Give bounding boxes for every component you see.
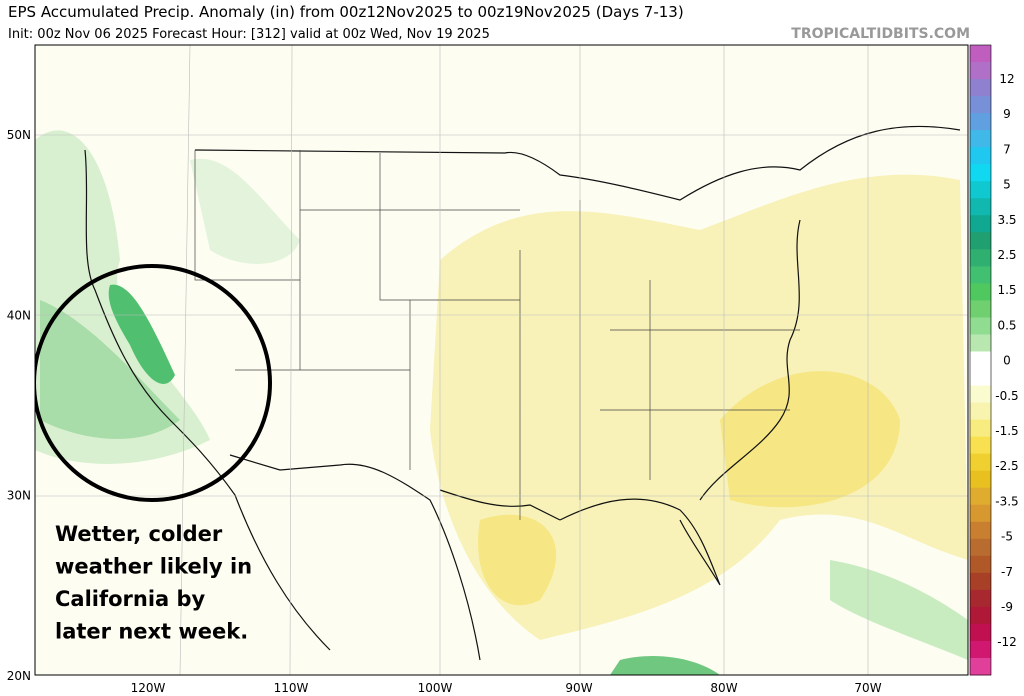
colorbar-swatch <box>970 351 991 370</box>
colorbar-swatch <box>970 249 991 267</box>
title: EPS Accumulated Precip. Anomaly (in) fro… <box>8 3 684 21</box>
annotation-line: weather likely in <box>55 555 252 579</box>
colorbar-swatch <box>970 283 991 301</box>
colorbar-label: 2.5 <box>997 248 1016 262</box>
colorbar-label: -1.5 <box>995 424 1018 438</box>
colorbar-swatch <box>970 453 991 472</box>
colorbar-swatch <box>970 62 991 80</box>
colorbar-swatch <box>970 198 991 216</box>
colorbar-swatch <box>970 538 991 557</box>
colorbar-label: 7 <box>1003 142 1011 156</box>
colorbar-frame <box>969 44 992 676</box>
map <box>35 45 968 675</box>
colorbar-label: 12 <box>999 72 1014 86</box>
colorbar-label: -9 <box>1001 600 1013 614</box>
colorbar-label: 1.5 <box>997 283 1016 297</box>
lat-label: 30N <box>7 489 31 503</box>
annotation-line: California by <box>55 587 206 611</box>
colorbar-swatch <box>970 623 991 642</box>
colorbar-swatch <box>970 181 991 199</box>
colorbar-label: -5 <box>1001 530 1013 544</box>
lon-label: 70W <box>854 681 881 695</box>
colorbar-swatch <box>970 470 991 489</box>
lon-label: 110W <box>274 681 309 695</box>
colorbar-swatch <box>970 113 991 131</box>
colorbar-swatch <box>970 419 991 438</box>
colorbar-swatch <box>970 232 991 250</box>
colorbar-swatch <box>970 334 991 352</box>
colorbar-swatch <box>970 385 991 404</box>
annotation-line: later next week. <box>55 620 248 644</box>
colorbar-swatch <box>970 130 991 148</box>
colorbar-swatch <box>970 606 991 625</box>
colorbar-swatch <box>970 300 991 318</box>
colorbar-swatch <box>970 79 991 97</box>
colorbar-swatch <box>970 436 991 455</box>
lat-label: 20N <box>7 669 31 683</box>
colorbar-swatch <box>970 487 991 506</box>
colorbar-label: 9 <box>1003 107 1011 121</box>
colorbar-label: -2.5 <box>995 459 1018 473</box>
lon-label: 120W <box>131 681 166 695</box>
colorbar-label: -7 <box>1001 565 1013 579</box>
lat-label: 50N <box>7 128 31 142</box>
colorbar-swatch <box>970 147 991 165</box>
colorbar-swatch <box>970 640 991 659</box>
lon-label: 90W <box>565 681 592 695</box>
map-frame <box>34 44 969 676</box>
colorbar-swatch <box>970 164 991 182</box>
annotation-line: Wetter, colder <box>55 522 223 546</box>
colorbar-swatch <box>970 368 991 387</box>
subtitle: Init: 00z Nov 06 2025 Forecast Hour: [31… <box>8 27 490 42</box>
colorbar-label: 5 <box>1003 178 1011 192</box>
axis-labels: 50N 40N 30N 20N 120W 110W 100W 90W 80W 70W <box>7 128 882 695</box>
colorbar-swatch <box>970 215 991 233</box>
colorbar-label: 0 <box>1003 354 1011 368</box>
colorbar-swatch <box>970 266 991 284</box>
colorbar-swatch <box>970 504 991 523</box>
colorbar-swatch <box>970 555 991 574</box>
colorbar-swatch <box>970 402 991 421</box>
lat-label: 40N <box>7 308 31 322</box>
annotation: Wetter, colder weather likely in Californi… <box>55 522 252 644</box>
lon-label: 80W <box>710 681 737 695</box>
colorbar-label: 0.5 <box>997 318 1016 332</box>
colorbar-label: 3.5 <box>997 213 1016 227</box>
colorbar-swatch <box>970 572 991 591</box>
colorbar-swatch <box>970 96 991 114</box>
site: TROPICALTIDBITS.COM <box>791 26 970 42</box>
colorbar-swatch <box>970 657 991 676</box>
colorbar-swatch <box>970 45 991 63</box>
colorbar-label: -12 <box>997 635 1017 649</box>
colorbar-swatch <box>970 521 991 540</box>
colorbar-label: -0.5 <box>995 389 1018 403</box>
colorbar-swatch <box>970 589 991 608</box>
colorbar: 12 9 7 5 3.5 2.5 1.5 0.5 0 -0.5 -1.5 -2.5 -3.5 -5 -7 -9… <box>969 44 1019 676</box>
colorbar-label: -3.5 <box>995 494 1018 508</box>
colorbar-swatch <box>970 317 991 335</box>
lon-label: 100W <box>418 681 453 695</box>
